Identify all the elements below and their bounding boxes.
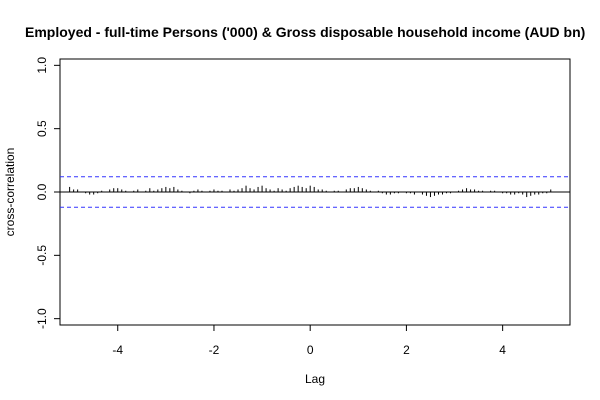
y-tick-label: 0.0: [35, 183, 49, 200]
x-tick-label: 4: [499, 343, 506, 357]
x-axis: -4 -2 0 2 4: [112, 324, 506, 357]
x-tick-label: -2: [209, 343, 220, 357]
x-tick-label: 0: [307, 343, 314, 357]
ccf-bars: [69, 185, 552, 198]
x-tick-label: -4: [112, 343, 123, 357]
y-axis: -1.0 -0.5 0.0 0.5 1.0: [35, 57, 61, 329]
y-tick-label: -1.0: [35, 308, 49, 329]
confidence-bounds: [60, 176, 570, 208]
y-axis-label: cross-correlation: [3, 148, 17, 237]
x-axis-label: Lag: [305, 372, 325, 386]
y-tick-label: 1.0: [35, 57, 49, 74]
chart-title: Employed - full-time Persons ('000) & Gr…: [25, 24, 585, 40]
x-tick-label: 2: [403, 343, 410, 357]
y-tick-label: 0.5: [35, 120, 49, 137]
y-tick-label: -0.5: [35, 245, 49, 266]
